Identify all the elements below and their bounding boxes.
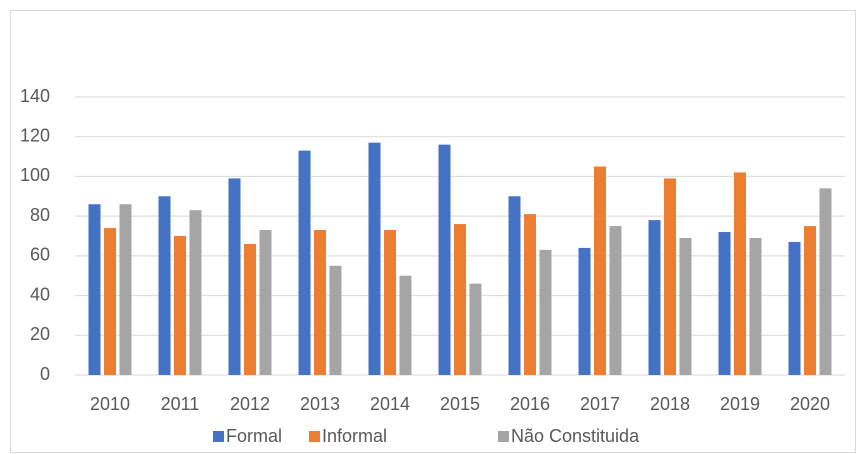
legend-swatch (309, 431, 320, 442)
bar (384, 230, 396, 375)
x-tick-label: 2015 (440, 394, 480, 414)
bar (88, 204, 101, 375)
bar (578, 247, 591, 375)
x-tick-label: 2011 (161, 394, 200, 414)
y-tick-label: 40 (30, 284, 50, 304)
bar (298, 150, 311, 375)
bar (438, 144, 451, 375)
bar (174, 236, 186, 375)
legend-swatch (498, 431, 509, 442)
y-tick-label: 140 (20, 86, 50, 106)
chart-border (10, 10, 856, 453)
x-tick-label: 2012 (230, 394, 270, 414)
x-tick-label: 2017 (580, 394, 620, 414)
x-tick-label: 2019 (720, 394, 760, 414)
y-tick-label: 20 (30, 324, 50, 344)
y-tick-label: 120 (20, 125, 50, 145)
bar (104, 228, 116, 375)
x-tick-label: 2016 (510, 394, 550, 414)
x-tick-label: 2010 (90, 394, 130, 414)
legend-label: Não Constituida (511, 426, 640, 446)
bar (749, 237, 762, 375)
x-tick-label: 2014 (370, 394, 410, 414)
bar (819, 188, 832, 375)
bar (664, 178, 676, 375)
bar (454, 224, 466, 375)
bar (804, 226, 816, 375)
x-tick-label: 2018 (650, 394, 690, 414)
bar (718, 232, 731, 375)
legend-label: Informal (322, 426, 387, 446)
bar (734, 172, 746, 375)
bar (244, 243, 256, 375)
bar (788, 241, 801, 375)
y-tick-label: 100 (20, 165, 50, 185)
bar (524, 214, 536, 375)
bar (508, 196, 521, 375)
y-tick-label: 60 (30, 245, 50, 265)
bar (228, 178, 241, 375)
bar (259, 230, 272, 375)
y-tick-label: 0 (40, 364, 50, 384)
bar (609, 226, 622, 375)
y-tick-label: 80 (30, 205, 50, 225)
legend-label: Formal (226, 426, 282, 446)
bar (539, 249, 552, 375)
bar (594, 166, 606, 375)
bar (399, 275, 412, 375)
bar (368, 142, 381, 375)
bar (158, 196, 171, 375)
bar (329, 265, 342, 375)
bar (648, 220, 661, 375)
x-tick-label: 2013 (300, 394, 340, 414)
bar (314, 230, 326, 375)
legend-swatch (213, 431, 224, 442)
bar (679, 237, 692, 375)
x-tick-label: 2020 (790, 394, 830, 414)
bar (469, 283, 482, 375)
bar (189, 210, 202, 375)
bar (119, 204, 132, 375)
